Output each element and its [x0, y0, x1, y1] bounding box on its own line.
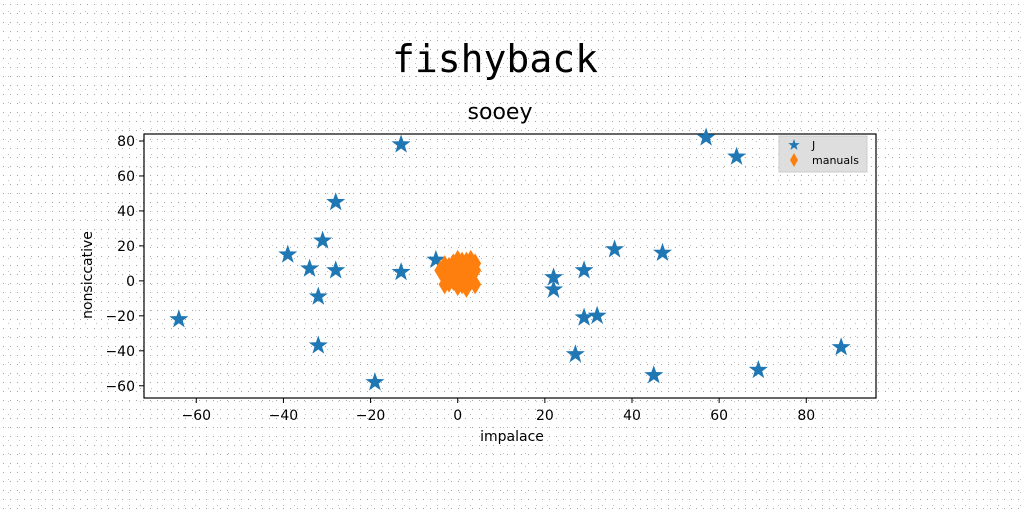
point-j — [727, 146, 747, 165]
x-tick-label: −40 — [269, 408, 299, 424]
point-j — [644, 365, 664, 384]
point-j — [544, 267, 564, 286]
data-points — [169, 127, 851, 391]
x-axis-label: impalace — [480, 429, 544, 445]
point-j — [565, 344, 585, 363]
y-axis-label: nonsiccative — [80, 231, 96, 319]
legend-label: manuals — [812, 154, 859, 167]
y-tick-label: 60 — [117, 169, 135, 185]
point-j — [426, 249, 446, 268]
y-axis: −60 −40 −20 0 20 40 60 80 — [105, 134, 144, 395]
y-tick-label: 40 — [117, 204, 135, 220]
y-tick-label: 20 — [117, 239, 135, 255]
point-j — [831, 337, 851, 356]
point-manuals — [469, 253, 482, 274]
y-tick-label: 0 — [126, 274, 135, 290]
x-tick-label: 20 — [536, 408, 554, 424]
y-tick-label: −20 — [105, 309, 135, 325]
point-manuals — [460, 251, 473, 272]
point-j — [574, 260, 594, 279]
point-j — [365, 372, 385, 391]
legend-label: J — [811, 139, 815, 152]
point-j — [696, 127, 716, 146]
point-j — [544, 279, 564, 298]
y-tick-label: 80 — [117, 134, 135, 150]
point-j — [605, 239, 625, 258]
y-tick-label: −40 — [105, 344, 135, 360]
chart-title: sooey — [468, 100, 533, 125]
point-j — [391, 262, 411, 281]
point-manuals — [456, 267, 469, 288]
point-j — [308, 335, 328, 354]
x-tick-label: 80 — [797, 408, 815, 424]
point-manuals — [438, 274, 451, 295]
point-j — [308, 286, 328, 305]
x-tick-label: 0 — [453, 408, 462, 424]
point-j — [653, 242, 672, 261]
point-j — [326, 192, 346, 211]
legend-marker-j — [788, 139, 800, 150]
point-manuals — [469, 274, 482, 295]
point-j — [278, 244, 298, 263]
point-manuals — [443, 256, 455, 277]
x-tick-label: 40 — [623, 408, 641, 424]
chart-suptitle: fishyback — [392, 37, 598, 81]
x-tick-label: −60 — [182, 408, 212, 424]
point-j — [748, 360, 768, 379]
point-j — [300, 258, 320, 277]
y-tick-label: −60 — [105, 379, 135, 395]
x-tick-label: −20 — [356, 408, 386, 424]
legend-marker-manuals — [790, 153, 798, 167]
point-j — [169, 309, 189, 328]
plot-area — [143, 133, 877, 399]
point-j — [313, 230, 333, 249]
point-j — [391, 134, 411, 153]
point-j — [326, 260, 346, 279]
point-j — [574, 307, 594, 326]
point-j — [587, 305, 607, 324]
x-tick-label: 60 — [710, 408, 728, 424]
x-axis: −60 −40 −20 0 20 40 60 80 — [182, 398, 815, 424]
point-manuals — [451, 249, 464, 270]
